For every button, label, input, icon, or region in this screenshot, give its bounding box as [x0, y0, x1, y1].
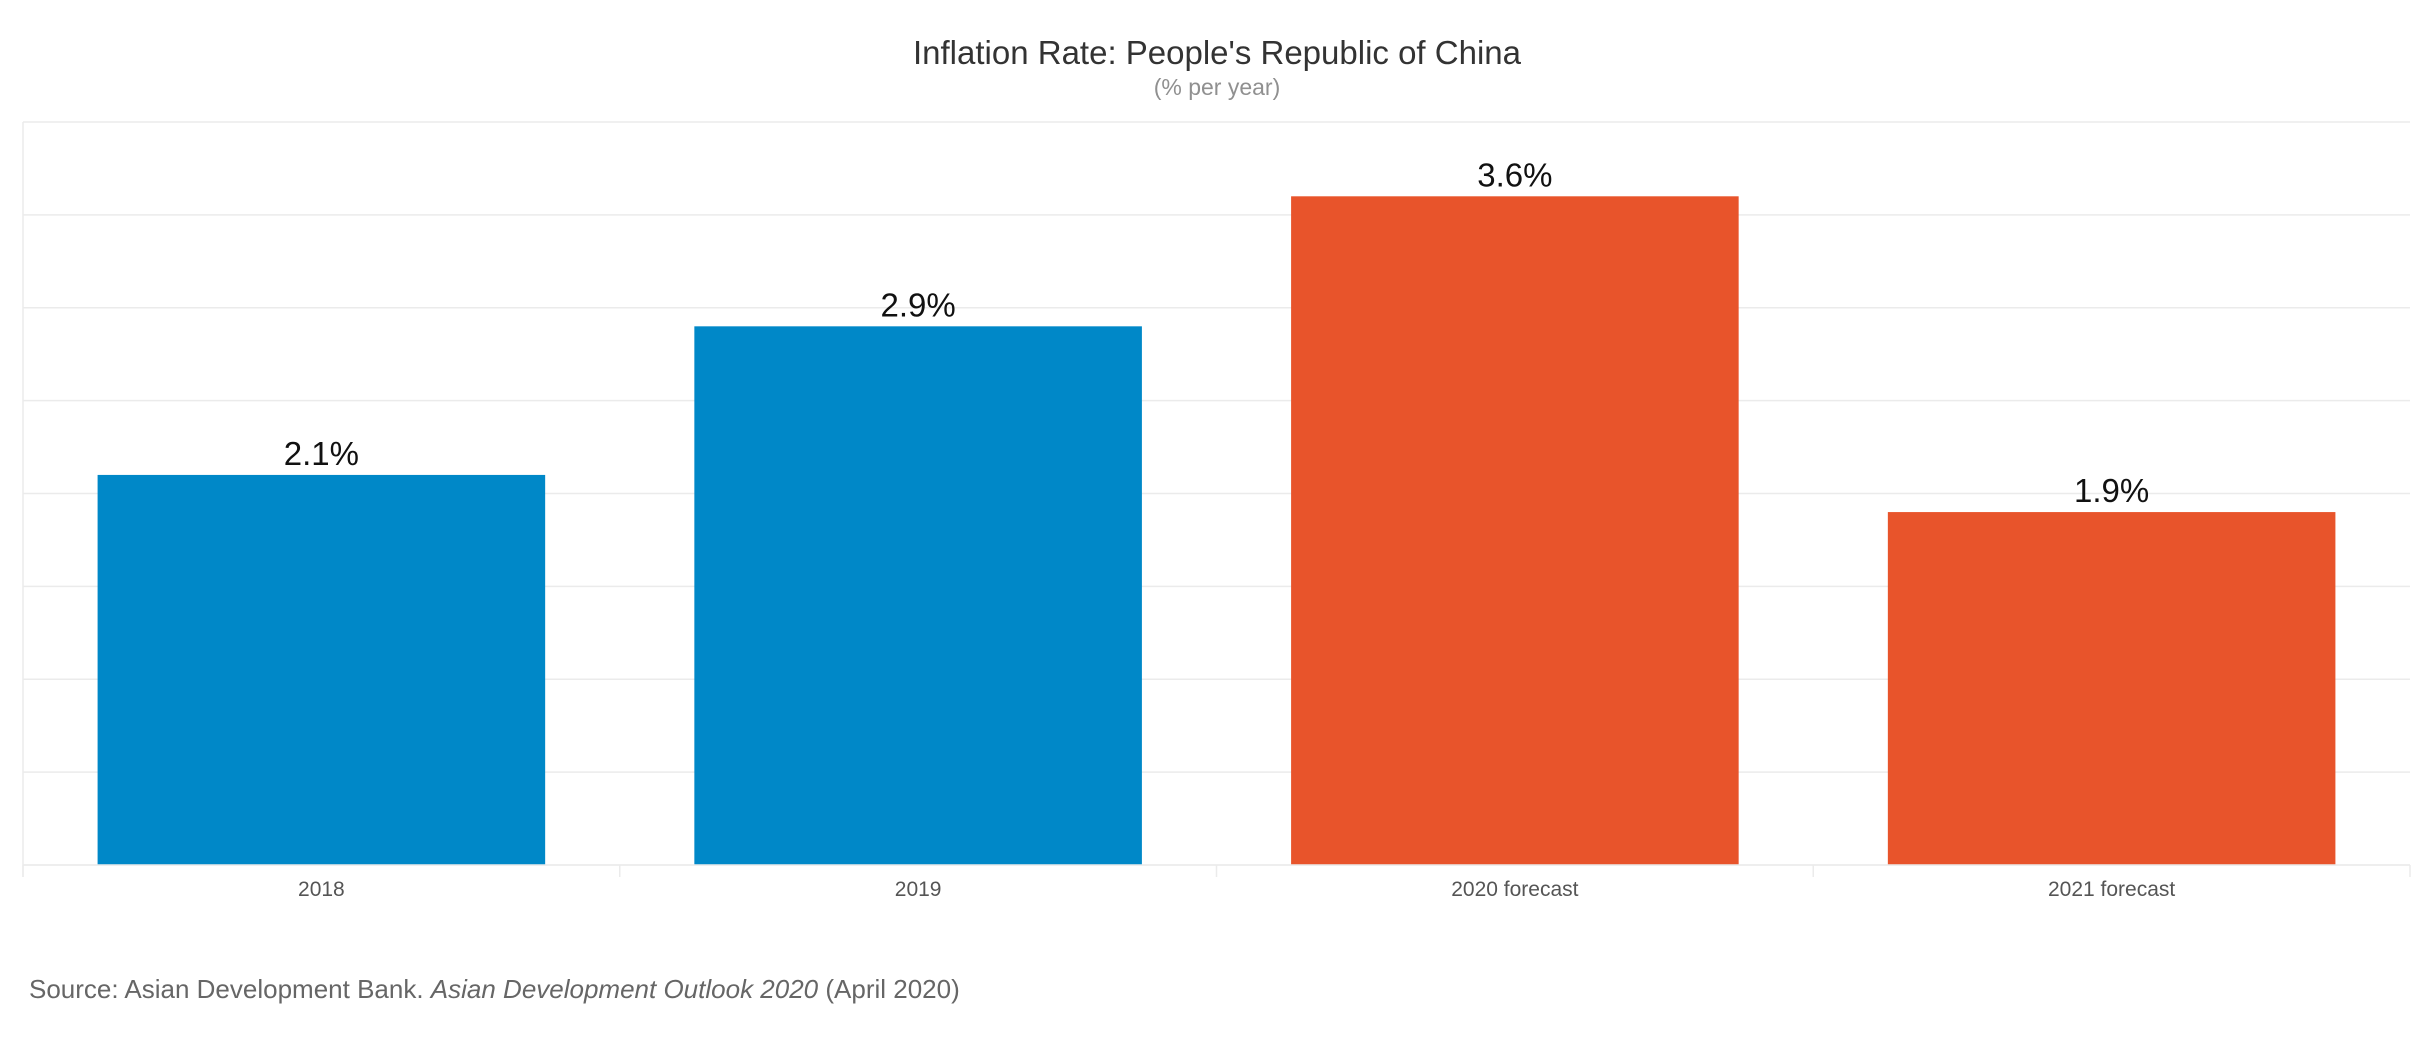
x-axis: 2018 2019 2020 forecast 2021 forecast — [22, 864, 2411, 901]
chart-title: Inflation Rate: People's Republic of Chi… — [912, 34, 1521, 71]
bar-2019 — [694, 326, 1142, 865]
source-publication: Asian Development Outlook 2020 — [430, 974, 819, 1004]
bars — [97, 196, 2336, 866]
data-label: 2.9% — [881, 286, 956, 323]
chart-subtitle: (% per year) — [1153, 74, 1281, 100]
data-label: 3.6% — [1477, 156, 1552, 193]
data-label: 1.9% — [2074, 472, 2149, 509]
data-label: 2.1% — [284, 435, 359, 472]
x-tick-label: 2020 forecast — [1451, 878, 1578, 901]
bar-2018 — [97, 474, 546, 865]
bar-2020-forecast — [1291, 196, 1739, 866]
x-tick-label: 2019 — [895, 878, 942, 901]
source-note: Source: Asian Development Bank. Asian De… — [29, 974, 960, 1005]
bar-2021-forecast — [1887, 512, 2336, 865]
source-suffix: (April 2020) — [818, 974, 960, 1004]
x-tick-label: 2021 forecast — [2048, 878, 2175, 901]
x-tick-label: 2018 — [298, 878, 345, 901]
source-prefix: Source: Asian Development Bank. — [29, 974, 431, 1004]
data-labels: 2.1% 2.9% 3.6% 1.9% — [284, 156, 2149, 509]
